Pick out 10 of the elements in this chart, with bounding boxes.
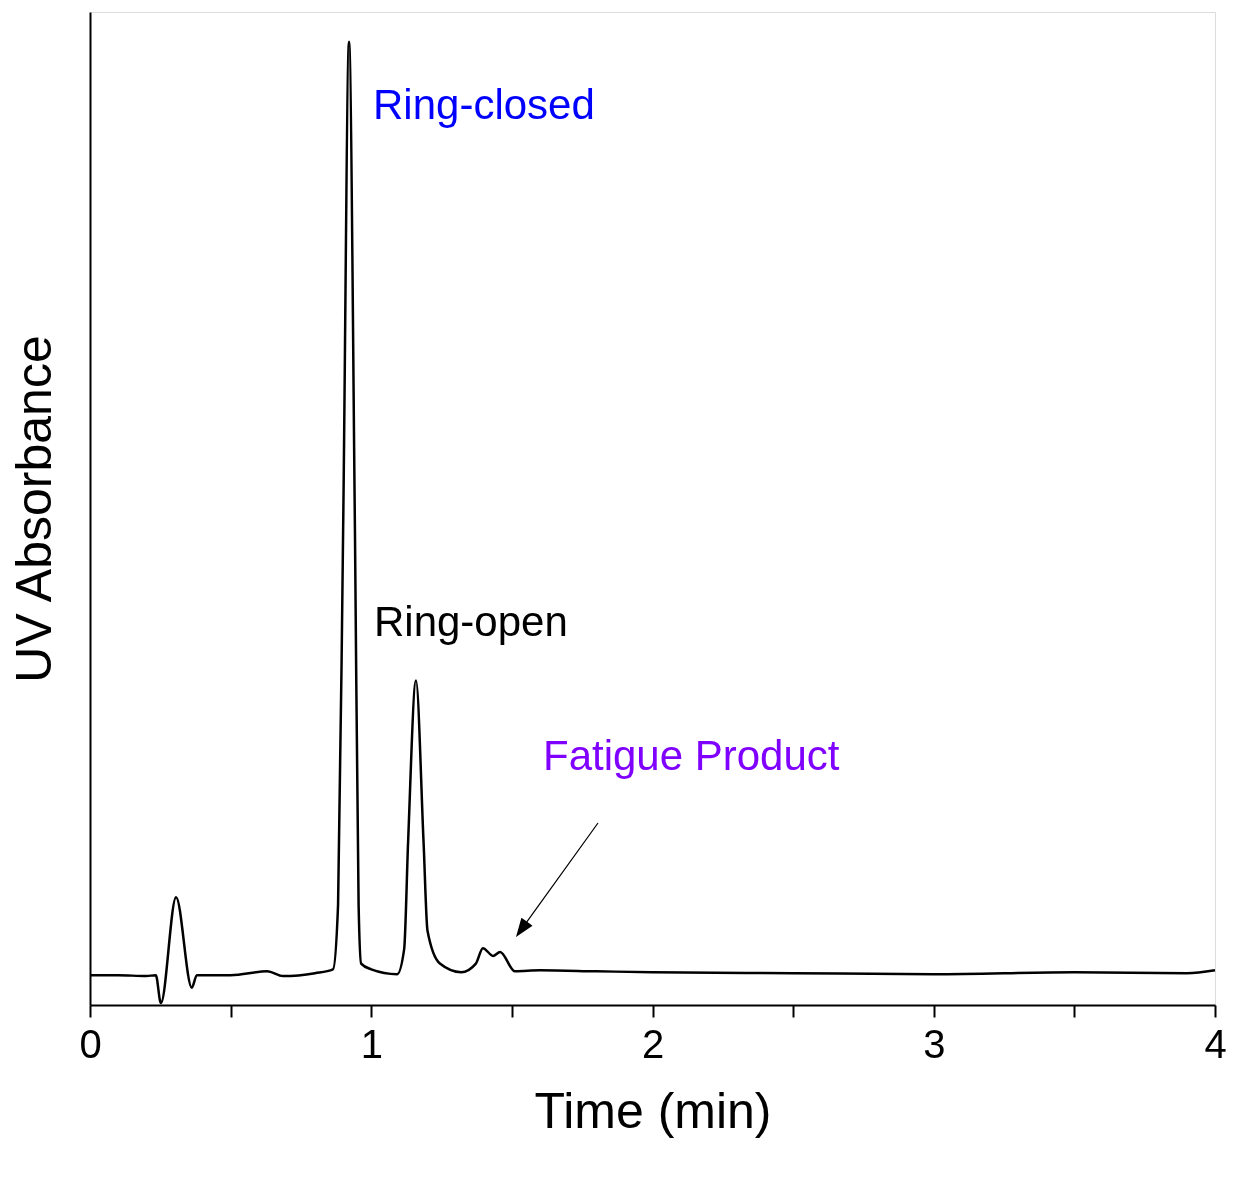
x-tick-label: 4 bbox=[1204, 1021, 1227, 1066]
y-axis-title: UV Absorbance bbox=[5, 335, 62, 683]
x-tick-label: 1 bbox=[360, 1021, 383, 1066]
annotation: Ring-open bbox=[373, 598, 568, 646]
annotation: Fatigue Product bbox=[543, 732, 840, 779]
annotation: Ring-closed bbox=[373, 80, 595, 128]
x-tick-label: 2 bbox=[641, 1021, 665, 1066]
x-tick-label: 3 bbox=[923, 1021, 946, 1066]
x-tick-label: 0 bbox=[79, 1021, 102, 1066]
x-axis-title: Time (min) bbox=[534, 1082, 772, 1139]
